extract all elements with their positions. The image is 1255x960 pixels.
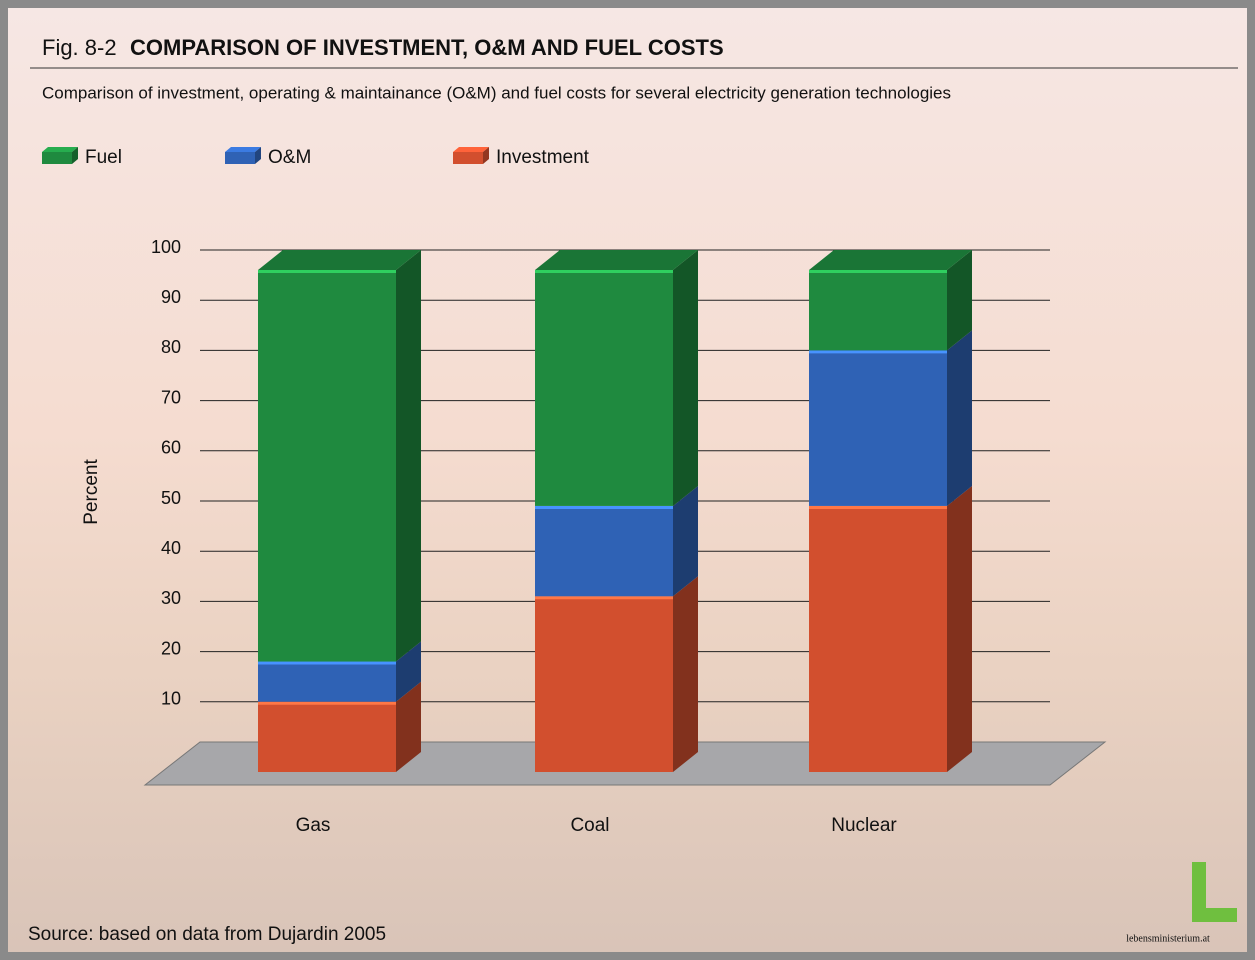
bar-side: [673, 485, 698, 597]
logo-mark: [1192, 862, 1206, 922]
bar-segment: [535, 505, 673, 597]
legend-swatch: [225, 147, 261, 152]
legend-swatch: [453, 152, 483, 164]
y-tick-label: 40: [161, 538, 181, 558]
legend-swatch: [453, 147, 489, 152]
y-tick-label: 50: [161, 488, 181, 508]
bar-segment: [535, 270, 673, 506]
bar-side: [673, 250, 698, 506]
bar-segment: [258, 270, 396, 662]
chart-subtitle: Comparison of investment, operating & ma…: [42, 83, 951, 102]
bar-side: [947, 485, 972, 772]
x-tick-label: Coal: [570, 815, 609, 836]
bar-segment: [258, 661, 396, 702]
y-tick-label: 20: [161, 638, 181, 658]
legend-swatch: [483, 147, 489, 164]
legend-swatch: [72, 147, 78, 164]
source: Source: based on data from Dujardin 2005: [28, 924, 386, 945]
bar-side: [396, 250, 421, 662]
bar-segment: [809, 270, 947, 351]
legend-label: Investment: [496, 147, 590, 168]
legend-swatch: [225, 152, 255, 164]
y-tick-label: 30: [161, 588, 181, 608]
bar-segment: [535, 596, 673, 772]
legend-swatch: [42, 152, 72, 164]
legend-swatch: [42, 147, 78, 152]
x-tick-label: Nuclear: [831, 815, 897, 836]
bar-side: [396, 641, 421, 702]
logo-text: lebensministerium.at: [1126, 933, 1210, 944]
bar-side: [396, 681, 421, 772]
bar-top: [258, 250, 421, 270]
bar-top: [809, 250, 972, 270]
y-tick-label: 10: [161, 689, 181, 709]
y-tick-label: 80: [161, 337, 181, 357]
y-tick-label: 90: [161, 287, 181, 307]
figure-label: Fig. 8-2: [42, 35, 117, 60]
bar-segment: [258, 701, 396, 772]
bar-top: [535, 250, 698, 270]
bar-segment: [809, 350, 947, 506]
legend-label: O&M: [268, 147, 311, 168]
legend-label: Fuel: [85, 147, 122, 168]
bar-side: [673, 576, 698, 772]
y-tick-label: 60: [161, 438, 181, 458]
y-tick-label: 70: [161, 387, 181, 407]
chart-title: COMPARISON OF INVESTMENT, O&M AND FUEL C…: [130, 35, 724, 60]
x-tick-label: Gas: [296, 815, 331, 836]
bar-side: [947, 250, 972, 351]
legend-swatch: [255, 147, 261, 164]
y-tick-label: 100: [151, 237, 181, 257]
y-axis-label: Percent: [81, 459, 102, 525]
bar-segment: [809, 505, 947, 772]
bar-side: [947, 330, 972, 506]
logo-mark: [1192, 908, 1237, 922]
